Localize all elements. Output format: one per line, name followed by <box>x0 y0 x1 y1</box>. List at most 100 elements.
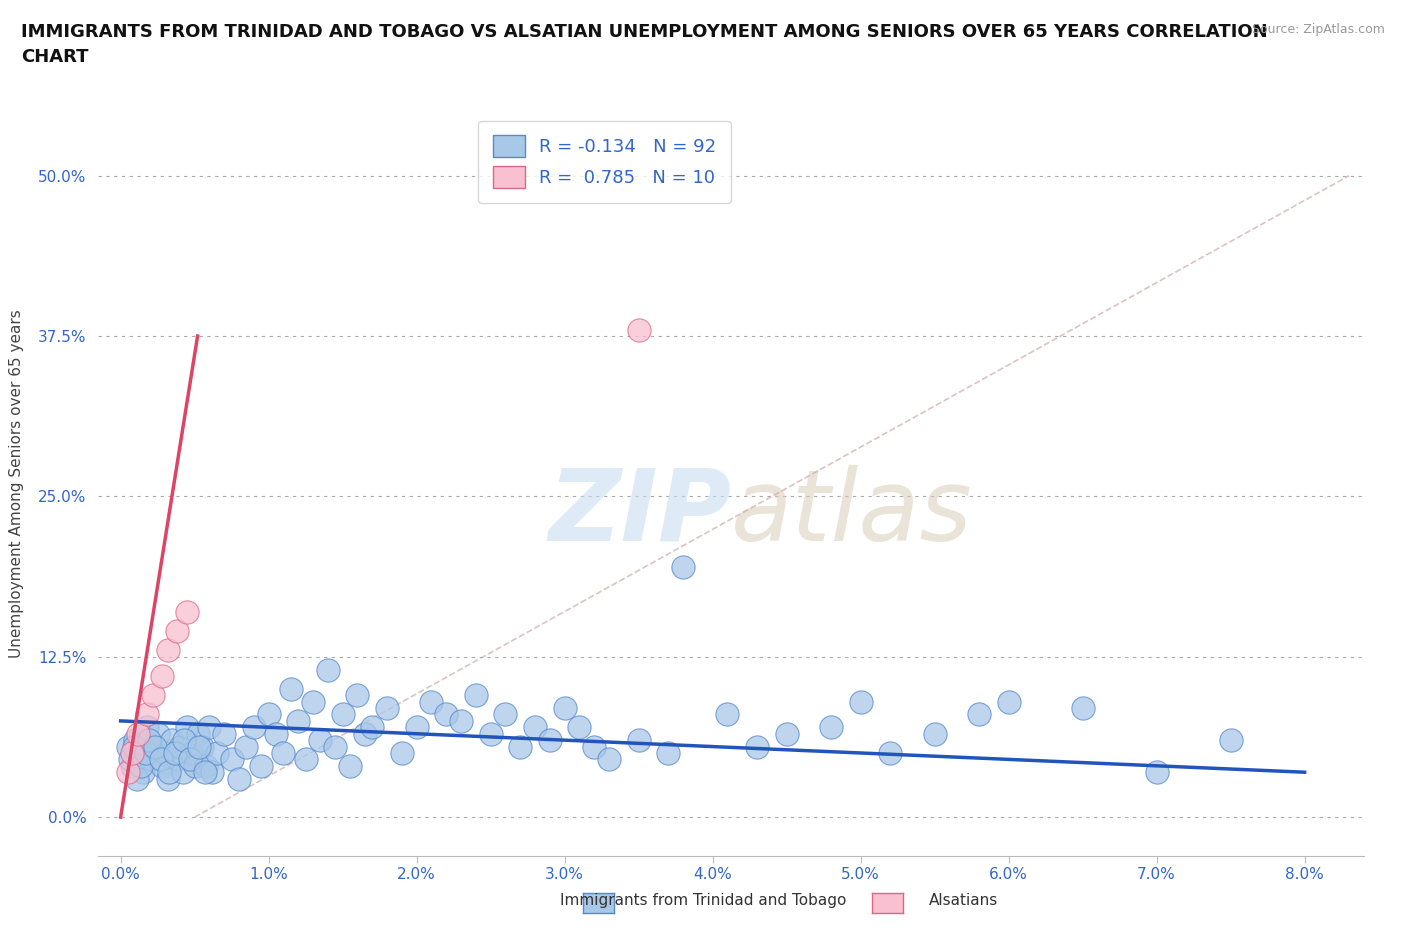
Point <box>479 726 502 741</box>
Point <box>118 752 141 767</box>
Point <box>294 752 316 767</box>
Text: Immigrants from Trinidad and Tobago: Immigrants from Trinidad and Tobago <box>560 893 846 908</box>
Point <box>264 726 287 741</box>
Point <box>554 700 576 715</box>
Point <box>121 746 143 761</box>
Point <box>162 733 184 748</box>
Point <box>302 694 325 709</box>
Point <box>627 733 650 748</box>
Point <box>143 739 166 754</box>
Point <box>201 764 224 779</box>
Point <box>775 726 797 741</box>
Point <box>323 739 346 754</box>
Point <box>183 758 205 773</box>
Point <box>346 688 368 703</box>
Point <box>136 707 159 722</box>
Point <box>125 771 148 786</box>
Point <box>166 752 188 767</box>
Text: Source: ZipAtlas.com: Source: ZipAtlas.com <box>1251 23 1385 36</box>
Point <box>316 662 339 677</box>
Point <box>121 758 143 773</box>
Point <box>391 746 413 761</box>
Point <box>849 694 872 709</box>
Point <box>524 720 547 735</box>
Point <box>287 713 309 728</box>
Point <box>150 758 173 773</box>
Point <box>450 713 472 728</box>
Point <box>353 726 375 741</box>
Point <box>132 764 155 779</box>
Point <box>180 746 202 761</box>
Point <box>142 739 165 754</box>
Point <box>583 739 606 754</box>
Point <box>212 726 235 741</box>
Y-axis label: Unemployment Among Seniors over 65 years: Unemployment Among Seniors over 65 years <box>10 309 24 658</box>
Point <box>1219 733 1241 748</box>
Point <box>280 682 302 697</box>
Point <box>146 726 169 741</box>
Point <box>1146 764 1168 779</box>
Point <box>166 624 188 639</box>
Point <box>135 746 157 761</box>
Point <box>127 746 149 761</box>
Point <box>538 733 561 748</box>
Legend: R = -0.134   N = 92, R =  0.785   N = 10: R = -0.134 N = 92, R = 0.785 N = 10 <box>478 121 731 203</box>
Point <box>194 764 217 779</box>
Point <box>568 720 591 735</box>
Point <box>131 758 153 773</box>
Point <box>598 752 620 767</box>
Point <box>361 720 384 735</box>
Point <box>332 707 354 722</box>
Point <box>257 707 280 722</box>
Point <box>745 739 768 754</box>
Text: ZIP: ZIP <box>548 465 731 562</box>
Point <box>179 752 201 767</box>
Point <box>434 707 457 722</box>
Point <box>879 746 901 761</box>
Point <box>228 771 250 786</box>
Point <box>117 764 139 779</box>
Point <box>142 688 165 703</box>
Point <box>159 764 181 779</box>
Point <box>820 720 842 735</box>
Point <box>405 720 427 735</box>
Point <box>205 746 228 761</box>
Point <box>250 758 273 773</box>
Point <box>967 707 990 722</box>
Point <box>273 746 295 761</box>
Point <box>924 726 946 741</box>
Point <box>127 726 149 741</box>
Point <box>464 688 486 703</box>
Point <box>997 694 1019 709</box>
Point <box>627 322 650 337</box>
Point <box>235 739 257 754</box>
Point <box>172 764 194 779</box>
Point <box>136 720 159 735</box>
Point <box>716 707 738 722</box>
Point <box>339 758 361 773</box>
Point <box>195 758 218 773</box>
Point <box>150 669 173 684</box>
Point <box>176 720 198 735</box>
Point <box>117 739 139 754</box>
Point <box>509 739 531 754</box>
Point <box>122 739 145 754</box>
Point <box>309 733 332 748</box>
Point <box>153 746 176 761</box>
Point <box>173 733 195 748</box>
Point <box>420 694 443 709</box>
Text: IMMIGRANTS FROM TRINIDAD AND TOBAGO VS ALSATIAN UNEMPLOYMENT AMONG SENIORS OVER : IMMIGRANTS FROM TRINIDAD AND TOBAGO VS A… <box>21 23 1268 66</box>
Point <box>221 752 243 767</box>
Point <box>1071 700 1094 715</box>
Point <box>165 746 187 761</box>
Point <box>657 746 679 761</box>
Point <box>188 739 211 754</box>
Point <box>191 739 214 754</box>
Text: atlas: atlas <box>731 465 973 562</box>
Point <box>176 604 198 619</box>
Point <box>169 739 191 754</box>
Point <box>375 700 398 715</box>
Point <box>138 733 160 748</box>
Text: Alsatians: Alsatians <box>928 893 998 908</box>
Point <box>139 752 162 767</box>
